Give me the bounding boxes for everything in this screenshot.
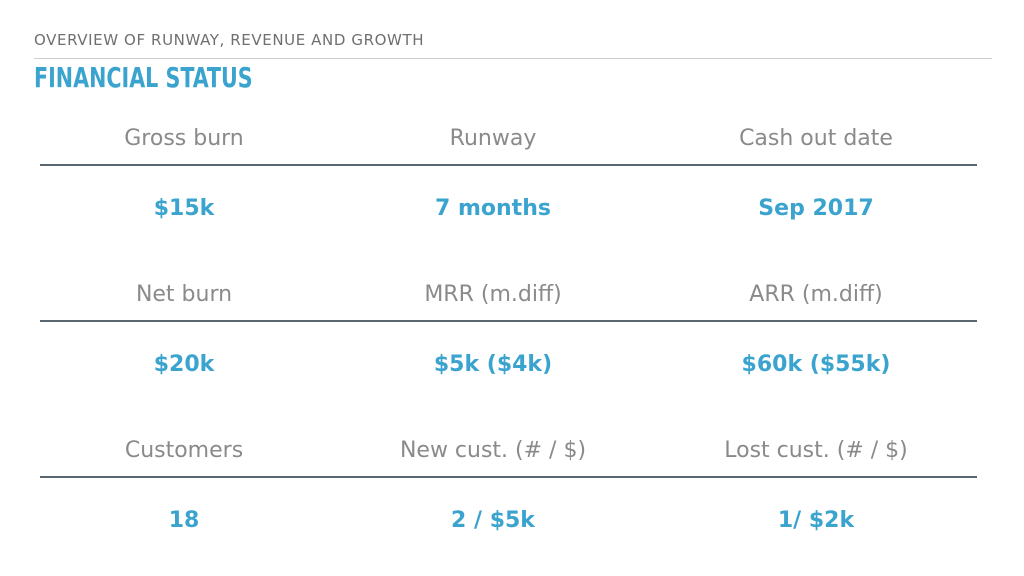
metric-labels-row: Net burn MRR (m.diff) ARR (m.diff) (40, 282, 977, 322)
metric-values-row: $20k $5k ($4k) $60k ($55k) (40, 352, 977, 392)
metric-values-row: 18 2 / $5k 1/ $2k (40, 508, 977, 548)
metric-labels-row: Gross burn Runway Cash out date (40, 126, 977, 166)
metric-label-arr: ARR (m.diff) (749, 282, 883, 307)
header-divider (34, 58, 992, 59)
metric-value-runway: 7 months (435, 196, 551, 221)
metric-label-mrr: MRR (m.diff) (424, 282, 562, 307)
slide-title: FINANCIAL STATUS (34, 61, 253, 94)
metric-value-customers: 18 (168, 508, 200, 533)
slide-subtitle: OVERVIEW OF RUNWAY, REVENUE AND GROWTH (34, 31, 425, 49)
metric-labels-row: Customers New cust. (# / $) Lost cust. (… (40, 438, 977, 478)
metric-label-cash-out-date: Cash out date (739, 126, 893, 151)
metric-value-lost-customers: 1/ $2k (777, 508, 855, 533)
metric-label-new-customers: New cust. (# / $) (399, 438, 587, 463)
metric-value-new-customers: 2 / $5k (451, 508, 535, 533)
metric-value-gross-burn: $15k (153, 196, 215, 221)
metric-value-net-burn: $20k (153, 352, 215, 377)
metric-values-row: $15k 7 months Sep 2017 (40, 196, 977, 236)
section-divider (40, 476, 977, 478)
metric-label-customers: Customers (124, 438, 244, 463)
section-divider (40, 320, 977, 322)
metric-label-runway: Runway (449, 126, 537, 151)
metric-label-net-burn: Net burn (135, 282, 233, 307)
metric-label-lost-customers: Lost cust. (# / $) (724, 438, 908, 463)
metric-value-mrr: $5k ($4k) (433, 352, 553, 377)
metric-value-arr: $60k ($55k) (741, 352, 891, 377)
metric-label-gross-burn: Gross burn (124, 126, 244, 151)
metric-value-cash-out-date: Sep 2017 (758, 196, 874, 221)
section-divider (40, 164, 977, 166)
